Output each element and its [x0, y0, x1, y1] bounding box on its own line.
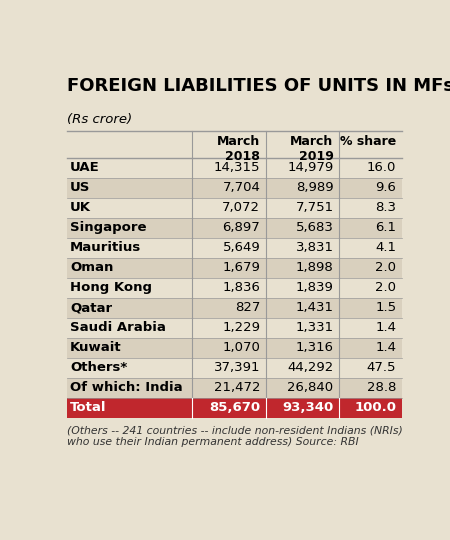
Text: Others*: Others*: [70, 361, 127, 374]
Text: 6.1: 6.1: [375, 221, 396, 234]
Text: 1,316: 1,316: [296, 341, 333, 354]
Text: 5,683: 5,683: [296, 221, 333, 234]
Text: 4.1: 4.1: [375, 241, 396, 254]
Text: 1,070: 1,070: [222, 341, 260, 354]
Text: 37,391: 37,391: [214, 361, 260, 374]
Text: 47.5: 47.5: [367, 361, 396, 374]
Text: FOREIGN LIABILITIES OF UNITS IN MFs: FOREIGN LIABILITIES OF UNITS IN MFs: [67, 77, 450, 95]
Text: 6,897: 6,897: [222, 221, 260, 234]
Bar: [67, 398, 401, 418]
Text: 1,331: 1,331: [295, 321, 333, 334]
Text: 1.4: 1.4: [375, 321, 396, 334]
Text: 3,831: 3,831: [296, 241, 333, 254]
Text: 2.0: 2.0: [375, 281, 396, 294]
Bar: [67, 158, 401, 178]
Bar: [67, 218, 401, 238]
Text: 85,670: 85,670: [209, 401, 260, 414]
Text: March
2019: March 2019: [290, 134, 333, 163]
Bar: [67, 338, 401, 358]
Text: March
2018: March 2018: [217, 134, 260, 163]
Bar: [67, 258, 401, 278]
Bar: [67, 298, 401, 318]
Bar: [67, 278, 401, 298]
Text: 93,340: 93,340: [282, 401, 333, 414]
Text: 21,472: 21,472: [214, 381, 260, 394]
Text: 2.0: 2.0: [375, 261, 396, 274]
Text: 14,315: 14,315: [214, 161, 260, 174]
Bar: [67, 358, 401, 378]
Text: 1,431: 1,431: [296, 301, 333, 314]
Text: 1.4: 1.4: [375, 341, 396, 354]
Text: US: US: [70, 181, 90, 194]
Text: 9.6: 9.6: [375, 181, 396, 194]
Text: 1,836: 1,836: [222, 281, 260, 294]
Text: Qatar: Qatar: [70, 301, 112, 314]
Text: Singapore: Singapore: [70, 221, 147, 234]
Text: Oman: Oman: [70, 261, 113, 274]
Text: 7,072: 7,072: [222, 201, 260, 214]
Text: 100.0: 100.0: [354, 401, 396, 414]
Text: 8,989: 8,989: [296, 181, 333, 194]
Text: 1,679: 1,679: [222, 261, 260, 274]
Bar: [67, 238, 401, 258]
Text: 7,751: 7,751: [295, 201, 333, 214]
Text: Of which: India: Of which: India: [70, 381, 183, 394]
Text: 44,292: 44,292: [287, 361, 333, 374]
Text: 1,898: 1,898: [296, 261, 333, 274]
Text: 1.5: 1.5: [375, 301, 396, 314]
Text: 827: 827: [235, 301, 260, 314]
Text: 8.3: 8.3: [375, 201, 396, 214]
Text: (Others -- 241 countries -- include non-resident Indians (NRIs)
who use their In: (Others -- 241 countries -- include non-…: [67, 426, 402, 447]
Text: (Rs crore): (Rs crore): [67, 113, 132, 126]
Text: Total: Total: [70, 401, 107, 414]
Bar: [67, 378, 401, 398]
Text: 5,649: 5,649: [222, 241, 260, 254]
Text: UK: UK: [70, 201, 91, 214]
Text: 1,229: 1,229: [222, 321, 260, 334]
Text: Kuwait: Kuwait: [70, 341, 122, 354]
Text: UAE: UAE: [70, 161, 100, 174]
Text: 14,979: 14,979: [287, 161, 333, 174]
Text: 28.8: 28.8: [367, 381, 396, 394]
Text: 7,704: 7,704: [222, 181, 260, 194]
Text: Saudi Arabia: Saudi Arabia: [70, 321, 166, 334]
Text: % share: % share: [340, 134, 396, 147]
Bar: [67, 178, 401, 198]
Text: 26,840: 26,840: [288, 381, 333, 394]
Text: 16.0: 16.0: [367, 161, 396, 174]
Bar: [67, 198, 401, 218]
Text: 1,839: 1,839: [296, 281, 333, 294]
Bar: [67, 318, 401, 338]
Text: Mauritius: Mauritius: [70, 241, 141, 254]
Text: Hong Kong: Hong Kong: [70, 281, 152, 294]
